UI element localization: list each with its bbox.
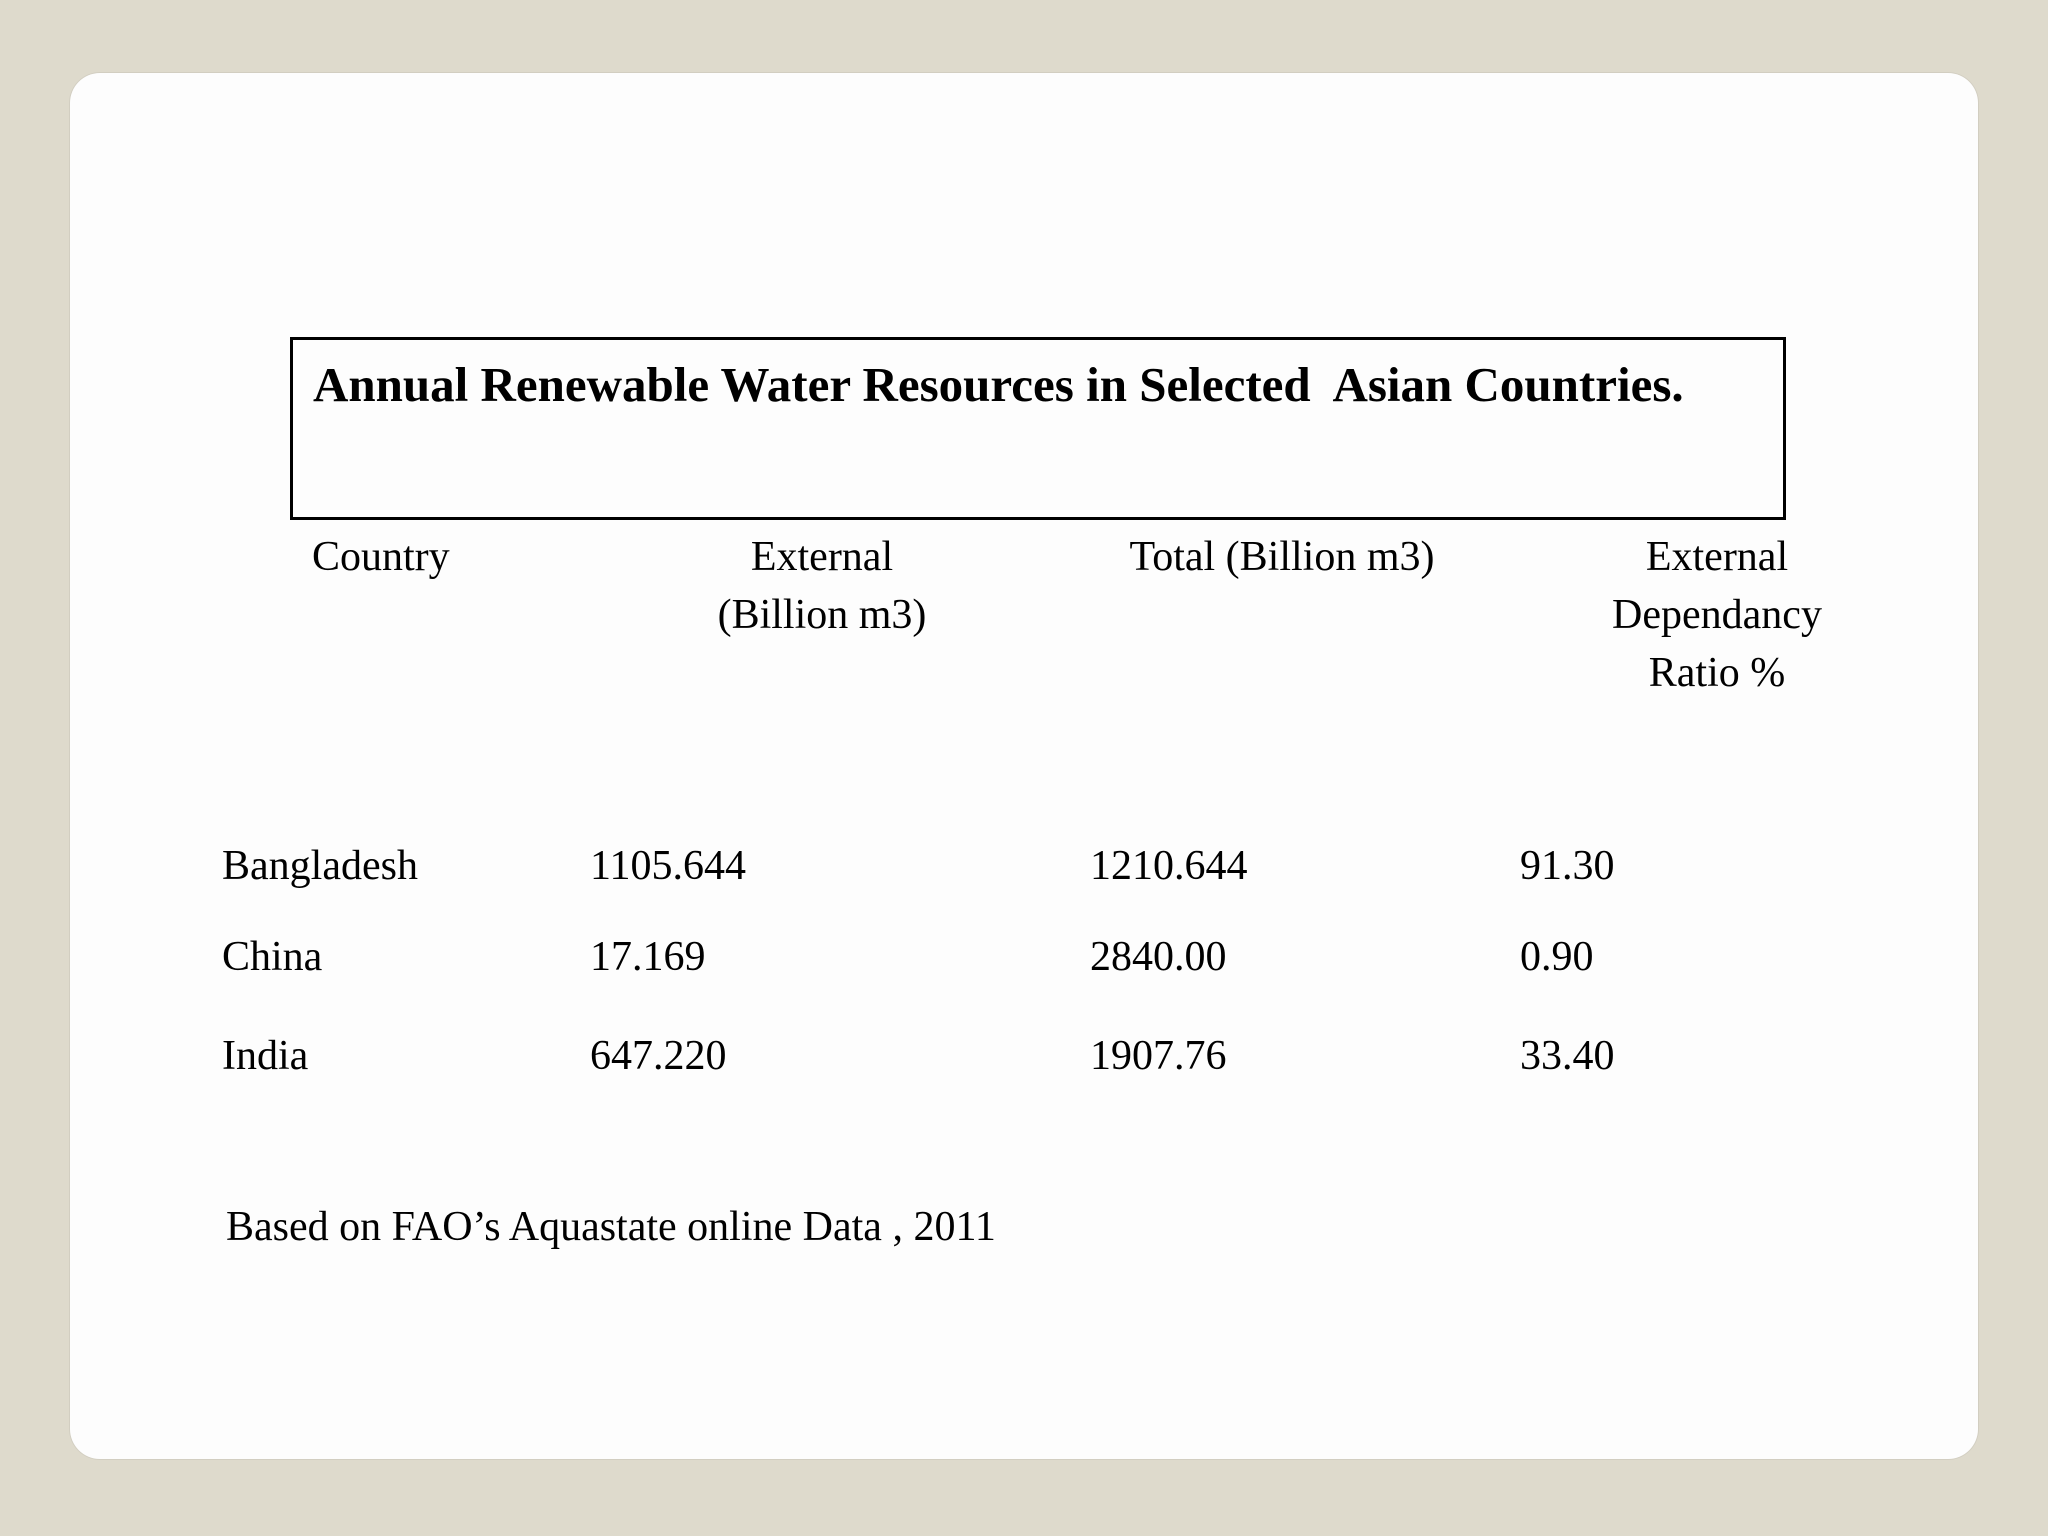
slide-title: Annual Renewable Water Resources in Sele… (313, 357, 1684, 412)
table-row: Bangladesh 1105.644 1210.644 91.30 (222, 837, 1932, 895)
total-value-cell: 1907.76 (1090, 1033, 1227, 1079)
country-cell: Bangladesh (222, 843, 418, 889)
source-note: Based on FAO’s Aquastate online Data , 2… (226, 1204, 996, 1250)
table-row: China 17.169 2840.00 0.90 (222, 928, 1932, 986)
column-header-external: External (Billion m3) (717, 534, 927, 638)
slide-card: Annual Renewable Water Resources in Sele… (70, 73, 1978, 1459)
country-cell: India (222, 1033, 309, 1079)
title-box: Annual Renewable Water Resources in Sele… (290, 337, 1786, 520)
dependancy-ratio-cell: 91.30 (1520, 843, 1615, 889)
total-value-cell: 2840.00 (1090, 934, 1227, 980)
column-header-dependancy-ratio: External Dependancy Ratio % (1612, 534, 1822, 696)
column-header-country: Country (312, 534, 450, 580)
country-cell: China (222, 934, 323, 980)
column-header-total: Total (Billion m3) (1129, 534, 1435, 580)
external-value-cell: 647.220 (590, 1033, 727, 1079)
external-value-cell: 1105.644 (590, 843, 746, 889)
dependancy-ratio-cell: 0.90 (1520, 934, 1594, 980)
external-value-cell: 17.169 (590, 934, 706, 980)
dependancy-ratio-cell: 33.40 (1520, 1033, 1615, 1079)
total-value-cell: 1210.644 (1090, 843, 1248, 889)
table-row: India 647.220 1907.76 33.40 (222, 1027, 1932, 1085)
table-header-row: Country External (Billion m3) Total (Bil… (222, 528, 1932, 702)
